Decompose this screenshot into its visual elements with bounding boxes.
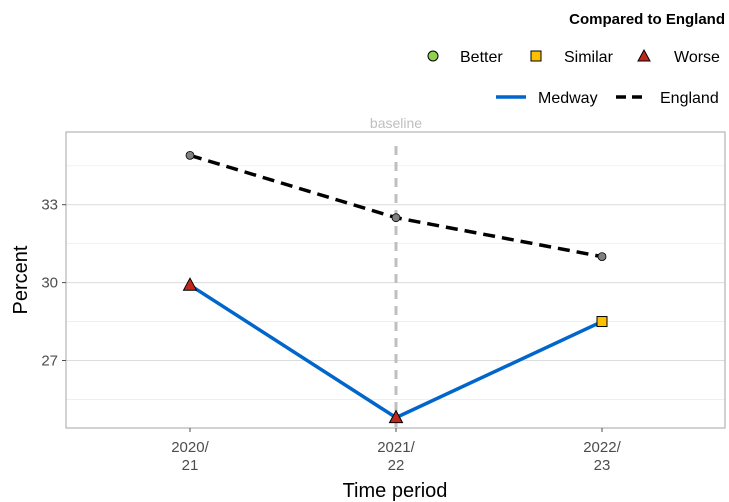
legend-worse-marker	[637, 48, 651, 62]
legend-better-label: Better	[460, 49, 503, 66]
legend-better-marker	[427, 50, 439, 62]
series-layer	[182, 150, 608, 424]
x-tick-label: 2021/22	[377, 439, 415, 474]
plot-panel: baseline	[65, 115, 726, 429]
legend: Compared to England Better Similar Worse…	[427, 11, 725, 107]
medway-point-worse	[388, 409, 404, 424]
legend-title: Compared to England	[569, 11, 725, 28]
legend-similar-marker	[530, 50, 542, 62]
y-axis-ticks: 27 30 33	[41, 197, 66, 369]
england-point	[185, 150, 195, 160]
legend-similar-label: Similar	[564, 49, 614, 66]
y-axis-title: Percent	[10, 245, 32, 314]
x-axis-ticks: 2020/21 2021/22 2022/23	[171, 428, 622, 474]
series-line-medway	[189, 283, 603, 420]
baseline-marker: baseline	[370, 115, 422, 428]
y-tick-label: 30	[41, 275, 58, 292]
medway-point-similar	[596, 316, 608, 328]
medway-point-worse	[182, 277, 198, 291]
x-axis-title: Time period	[343, 480, 448, 502]
y-tick-label: 27	[41, 352, 58, 369]
x-tick-label: 2022/23	[583, 439, 621, 474]
baseline-label: baseline	[370, 115, 422, 131]
x-tick-label: 2020/21	[171, 439, 209, 474]
england-point	[391, 213, 401, 223]
legend-england-label: England	[660, 90, 719, 107]
england-point	[597, 252, 607, 262]
y-tick-label: 33	[41, 197, 58, 214]
legend-worse-label: Worse	[674, 49, 720, 66]
legend-medway-label: Medway	[538, 90, 598, 107]
